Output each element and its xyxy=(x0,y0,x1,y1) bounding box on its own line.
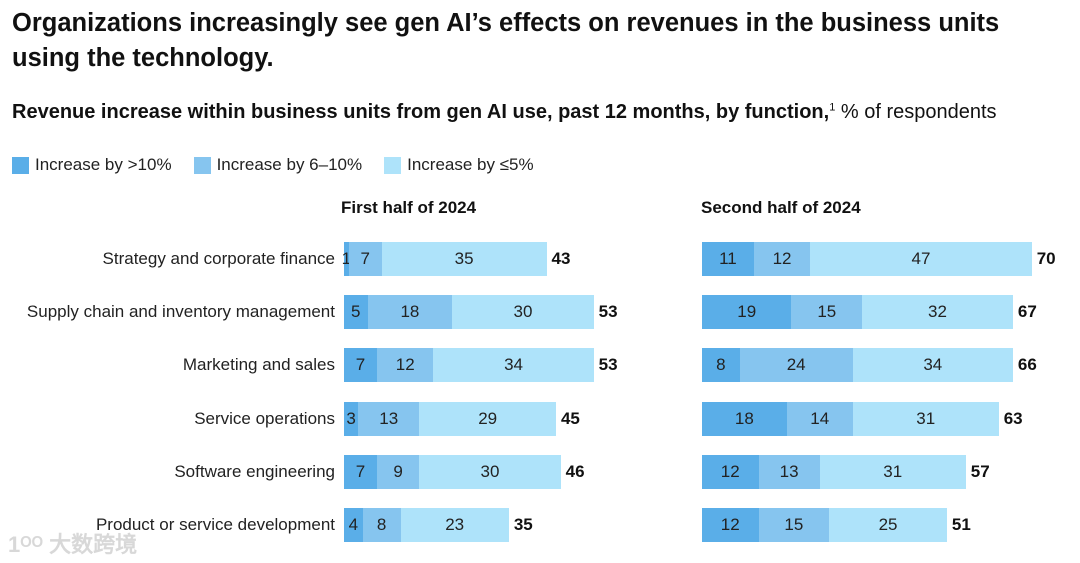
bar-segment: 7 xyxy=(348,242,382,276)
total-label: 70 xyxy=(1036,249,1056,268)
total-label: 66 xyxy=(1017,355,1037,375)
bar-segment: 14 xyxy=(786,401,853,436)
total-label: 35 xyxy=(513,515,533,534)
legend-swatch xyxy=(12,156,29,174)
bar-segment: 31 xyxy=(852,401,999,436)
subtitle-unit: % of respondents xyxy=(835,101,997,123)
bar-segment: 12 xyxy=(753,242,811,276)
watermark: 1ᴼᴼ 大数跨境 xyxy=(8,532,138,557)
bar-segment: 23 xyxy=(400,508,509,542)
legend-item: Increase by 6–10% xyxy=(193,155,363,175)
bar-segment: 47 xyxy=(810,242,1032,276)
category-label: Supply chain and inventory management xyxy=(26,302,335,322)
total-label: 45 xyxy=(560,408,580,428)
bar-segment: 7 xyxy=(344,454,377,489)
legend-swatch xyxy=(384,156,402,174)
bar-segment: 35 xyxy=(381,242,547,276)
total-label: 67 xyxy=(1017,302,1037,322)
category-label: Marketing and sales xyxy=(182,355,335,375)
bar-segment: 12 xyxy=(702,508,759,542)
total-label: 57 xyxy=(970,461,990,481)
category-label: Strategy and corporate finance xyxy=(102,249,335,268)
bar-segment: 1 xyxy=(342,242,351,276)
bar-segment: 25 xyxy=(829,508,947,542)
bar-segment: 9 xyxy=(376,454,420,489)
legend-item: Increase by >10% xyxy=(12,155,172,175)
legend-item: Increase by ≤5% xyxy=(384,155,534,175)
legend: Increase by >10% Increase by 6–10% Incre… xyxy=(12,155,534,175)
bar-segment: 34 xyxy=(433,348,594,383)
bar-segment: 31 xyxy=(819,454,966,489)
total-label: 63 xyxy=(1003,408,1023,428)
total-label: 46 xyxy=(565,461,585,481)
total-label: 53 xyxy=(598,302,618,322)
bar-segment: 13 xyxy=(358,401,420,436)
bar-segment: 12 xyxy=(702,454,759,489)
bar-segment: 24 xyxy=(739,348,853,383)
page-title: Organizations increasingly see gen AI’s … xyxy=(12,9,1000,72)
bar-segment: 12 xyxy=(376,348,434,383)
bar-segment: 30 xyxy=(419,454,561,489)
bar-segment: 7 xyxy=(344,348,377,383)
bar-segment: 13 xyxy=(758,454,820,489)
bar-segment: 19 xyxy=(702,295,792,330)
panel-title-second-half: Second half of 2024 xyxy=(701,198,861,217)
total-label: 51 xyxy=(951,515,971,534)
bar-segment: 3 xyxy=(344,401,359,436)
category-label: Software engineering xyxy=(174,461,335,481)
bar-segment: 29 xyxy=(419,401,556,436)
category-label: Service operations xyxy=(194,408,335,428)
footnote-marker: 1 xyxy=(829,101,836,114)
total-label: 43 xyxy=(551,249,571,268)
category-label: Product or service development xyxy=(95,515,335,534)
legend-label: Increase by >10% xyxy=(35,155,172,174)
legend-label: Increase by 6–10% xyxy=(216,155,363,174)
subtitle-text: Revenue increase within business units f… xyxy=(12,101,830,123)
bar-segment: 18 xyxy=(367,295,453,330)
bar-segment: 11 xyxy=(702,242,754,276)
total-label: 53 xyxy=(598,355,618,375)
legend-swatch xyxy=(193,156,211,174)
legend-label: Increase by ≤5% xyxy=(407,155,534,174)
bar-segment: 8 xyxy=(362,508,401,542)
bar-segment: 5 xyxy=(344,295,368,330)
bar-segment: 32 xyxy=(862,295,1013,330)
chart-subtitle: Revenue increase within business units f… xyxy=(12,101,997,124)
panel-title-first-half: First half of 2024 xyxy=(341,198,477,217)
bar-segment: 8 xyxy=(702,348,740,383)
bar-segment: 34 xyxy=(852,348,1013,383)
bar-segment: 30 xyxy=(452,295,594,330)
bar-segment: 18 xyxy=(702,401,787,436)
bar-segment: 4 xyxy=(344,508,363,542)
bar-segment: 15 xyxy=(791,295,863,330)
bar-segment: 15 xyxy=(758,508,830,542)
